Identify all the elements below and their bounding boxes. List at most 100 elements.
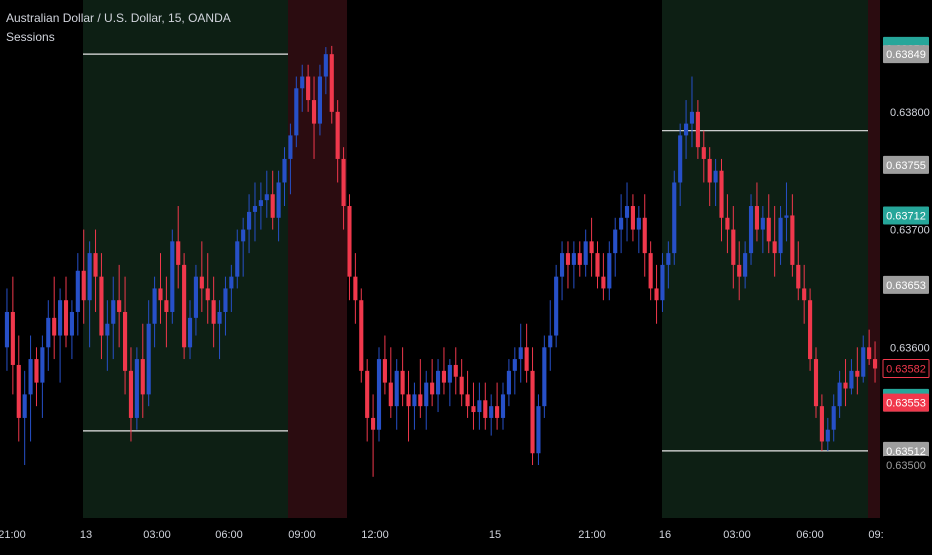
price-label-text: 0.63500: [886, 460, 926, 472]
candle-body: [465, 394, 470, 407]
candle-body: [347, 206, 352, 277]
candle: [306, 64, 311, 112]
chart-legend: Australian Dollar / U.S. Dollar, 15, OAN…: [6, 9, 231, 47]
candle: [536, 394, 541, 466]
candle: [471, 382, 476, 430]
candle-body: [713, 170, 718, 183]
time-axis[interactable]: 21:00 13 03:00 06:00 09:00 12:00 15 21:00 16 03:0…: [0, 518, 932, 550]
candle-body: [176, 241, 181, 265]
candle-body: [725, 217, 730, 230]
candle: [34, 347, 39, 407]
candle-body: [636, 217, 641, 230]
candle: [684, 100, 689, 159]
candle-body: [589, 241, 594, 254]
price-label: 0.63712: [883, 206, 929, 225]
price-label-bg: [883, 275, 929, 294]
candle: [187, 300, 193, 360]
price-label-text: 0.63553: [886, 398, 926, 410]
x-tick-label: 06:00: [796, 529, 824, 541]
candle-body: [441, 370, 447, 383]
candle-body: [353, 276, 358, 301]
candle-body: [565, 253, 571, 265]
candle-body: [506, 370, 511, 395]
indicator-label[interactable]: Sessions: [6, 30, 55, 44]
candle-body: [536, 406, 541, 454]
candle: [577, 241, 582, 277]
candle: [241, 217, 246, 277]
candle-body: [252, 206, 258, 212]
candle: [855, 347, 860, 395]
x-tick-label: 09:: [868, 529, 883, 541]
candle: [849, 359, 854, 395]
price-axis[interactable]: 0.636000.637000.638000.638560.638540.638…: [880, 0, 932, 550]
candle: [583, 229, 588, 277]
candle: [217, 300, 222, 360]
candle: [164, 276, 169, 348]
candle: [495, 382, 500, 430]
candle: [270, 170, 275, 230]
candle-body: [317, 76, 323, 124]
candle: [666, 241, 671, 289]
price-label-text: 0.63755: [886, 160, 926, 172]
y-tick-label: 0.63800: [890, 107, 930, 119]
candle: [152, 276, 157, 348]
candle-body: [867, 347, 872, 360]
candle-body: [93, 253, 98, 277]
candle: [548, 300, 553, 371]
candle-body: [341, 158, 346, 207]
candle: [872, 341, 878, 383]
candle: [406, 370, 411, 442]
price-label: 0.63553: [883, 393, 929, 412]
candle: [802, 264, 807, 324]
candle: [300, 64, 305, 112]
candle: [447, 359, 452, 407]
candle-body: [672, 182, 677, 254]
candle-body: [58, 300, 63, 336]
candle-body: [235, 241, 240, 277]
candle-body: [288, 135, 293, 159]
candle-body: [412, 394, 417, 407]
candles: [4, 45, 878, 477]
candle: [630, 194, 635, 242]
x-tick-label: 21:00: [0, 529, 26, 541]
candle-body: [571, 253, 576, 265]
candle: [530, 347, 535, 466]
candle: [654, 264, 659, 324]
candle: [465, 370, 470, 418]
candle-body: [666, 253, 671, 265]
price-label-text: 0.63653: [886, 280, 926, 292]
candle: [435, 359, 441, 413]
candle-body: [731, 229, 736, 265]
candle-body: [40, 347, 45, 383]
candle-body: [855, 370, 860, 377]
candle: [323, 47, 328, 95]
candle: [58, 288, 63, 383]
symbol-title[interactable]: Australian Dollar / U.S. Dollar, 15, OAN…: [6, 11, 231, 25]
candle: [595, 241, 600, 289]
candle-body: [217, 311, 222, 324]
candle: [10, 276, 15, 395]
candle-body: [837, 382, 842, 407]
candle: [394, 359, 399, 430]
candle: [258, 182, 263, 230]
candle: [719, 158, 724, 242]
candle: [624, 182, 630, 242]
candle: [790, 194, 795, 277]
candle-body: [282, 158, 287, 183]
candle: [205, 253, 210, 324]
candle-body: [530, 370, 535, 454]
candle: [619, 194, 624, 254]
candle: [376, 347, 382, 442]
candle-body: [170, 241, 175, 312]
candle: [193, 264, 198, 336]
candle: [831, 394, 836, 442]
candle-body: [554, 276, 559, 336]
price-label: 0.63755: [883, 155, 929, 174]
candle-body: [459, 376, 464, 395]
candle-body: [306, 76, 311, 101]
candle: [282, 147, 287, 207]
candle-body: [4, 311, 10, 348]
candle: [713, 158, 718, 207]
